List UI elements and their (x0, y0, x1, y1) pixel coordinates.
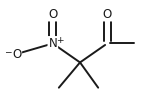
Text: +: + (56, 36, 64, 45)
Text: −: − (4, 47, 12, 56)
Text: O: O (103, 8, 112, 21)
Text: O: O (48, 8, 57, 21)
Text: O: O (12, 48, 21, 60)
Text: N: N (48, 37, 57, 50)
